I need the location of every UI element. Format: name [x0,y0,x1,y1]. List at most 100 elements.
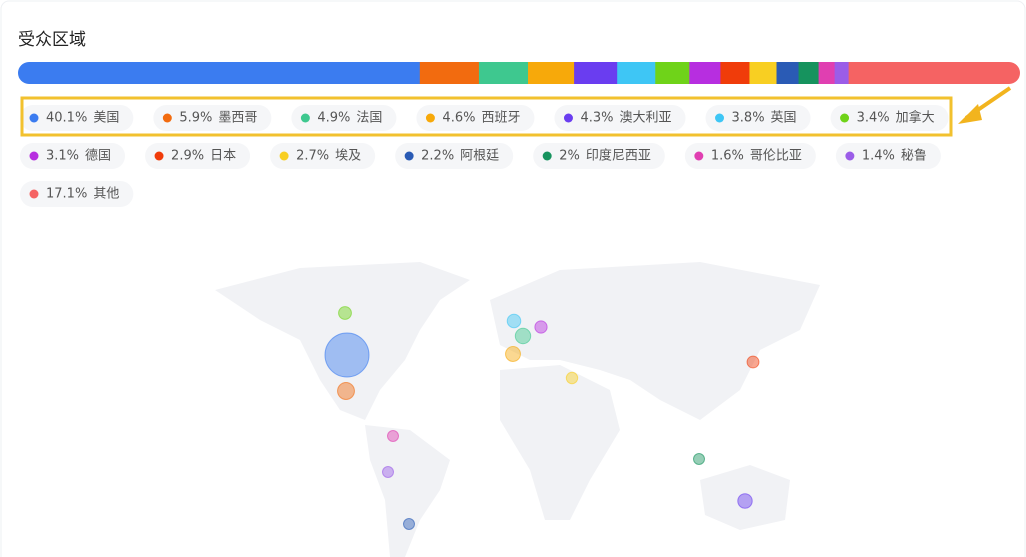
chip-bg [835,143,941,169]
bar-segment [798,62,820,84]
map-bubble [337,382,355,400]
legend-name: 其他 [93,187,119,202]
legend-value: 4.6% [442,111,475,126]
legend-value: 4.9% [317,111,350,126]
legend-chip: 17.1% 其他 [20,181,134,207]
section-title: 受众区域 [18,30,86,50]
bar-segment [574,62,618,84]
legend-name: 哥伦比亚 [750,149,802,164]
chip-bg [20,105,134,131]
chip-bg [153,105,272,131]
legend-chip: 1.6% 哥伦比亚 [684,143,816,169]
chip-bg [533,143,665,169]
legend-value: 2% [559,149,580,164]
legend-dot [542,151,552,161]
chip-bg [395,143,514,169]
legend-name: 埃及 [335,149,361,164]
legend-dot [845,151,855,161]
legend-dot [29,113,39,123]
legend-chip: 3.8% 英国 [705,105,811,131]
legend-name: 墨西哥 [218,111,257,126]
legend-value: 3.1% [46,149,79,164]
legend-dot [154,151,164,161]
bar-segment [18,62,421,84]
map-bubble [403,518,415,530]
chip-bg [291,105,397,131]
chip-bg [416,105,535,131]
legend-chip: 5.9% 墨西哥 [153,105,272,131]
legend-name: 德国 [85,149,111,164]
map-bubble [506,313,522,329]
legend-value: 4.3% [580,111,613,126]
bar-segment [848,62,1020,84]
legend-value: 2.9% [171,149,204,164]
legend-chip: 4.3% 澳大利亚 [554,105,686,131]
legend-chip: 2.2% 阿根廷 [395,143,514,169]
bar-segment [655,62,690,84]
legend-chip: 2.9% 日本 [145,143,251,169]
legend-value: 2.7% [296,149,329,164]
legend-chip: 1.4% 秘鲁 [835,143,941,169]
legend-chip: 3.4% 加拿大 [830,105,949,131]
map-bubble [382,466,394,478]
map-bubble [324,332,370,378]
arrow-head [958,104,982,124]
legend: 40.1% 美国 5.9% 墨西哥 4.9% 法国 4.6% 西班牙 4.3% 澳大利亚 3.8% 英… [20,105,949,207]
legend-dot [694,151,704,161]
map-bubble [746,355,760,369]
highlight-box [20,96,953,137]
bar-segment [528,62,575,84]
legend-chip: 4.9% 法国 [291,105,397,131]
legend-value: 2.2% [421,149,454,164]
legend-chip: 4.6% 西班牙 [416,105,535,131]
legend-name: 加拿大 [896,110,935,126]
chip-bg [270,143,376,169]
map-bubbles [324,306,760,530]
legend-name: 日本 [210,149,236,164]
legend-chip: 2% 印度尼西亚 [533,143,665,169]
bar-segment [689,62,721,84]
legend-value: 1.4% [862,149,895,164]
bar-segment [834,62,850,84]
legend-value: 3.8% [732,111,765,126]
world-map [215,262,820,557]
legend-name: 印度尼西亚 [586,148,651,164]
legend-value: 40.1% [46,111,87,126]
legend-chip: 2.7% 埃及 [270,143,376,169]
bar-segment [478,62,529,84]
stacked-bar [18,62,1020,84]
legend-value: 5.9% [179,111,212,126]
bar-segment [617,62,656,84]
legend-name: 英国 [771,111,797,126]
legend-value: 1.6% [711,149,744,164]
bar-segment [749,62,778,84]
legend-name: 西班牙 [481,111,520,126]
map-bubble [534,320,548,334]
legend-dot [563,113,573,123]
bar-segment [818,62,836,84]
legend-dot [29,151,39,161]
legend-name: 美国 [93,111,119,126]
bar-segment [776,62,800,84]
map-bubble [505,346,521,362]
legend-dot [279,151,289,161]
bar-segment [720,62,750,84]
legend-dot [300,113,310,123]
chip-bg [145,143,251,169]
map-bubble [565,371,579,385]
bar-segment [419,62,480,84]
legend-dot [162,113,172,123]
legend-name: 阿根廷 [460,149,499,164]
legend-dot [425,113,435,123]
legend-chip: 40.1% 美国 [20,105,134,131]
legend-dot [404,151,414,161]
chip-bg [830,105,949,131]
legend-dot [715,113,725,123]
map-bubble [693,453,705,465]
legend-name: 澳大利亚 [620,110,672,126]
legend-dot [840,113,850,123]
legend-name: 法国 [356,111,382,126]
legend-value: 3.4% [857,111,890,126]
